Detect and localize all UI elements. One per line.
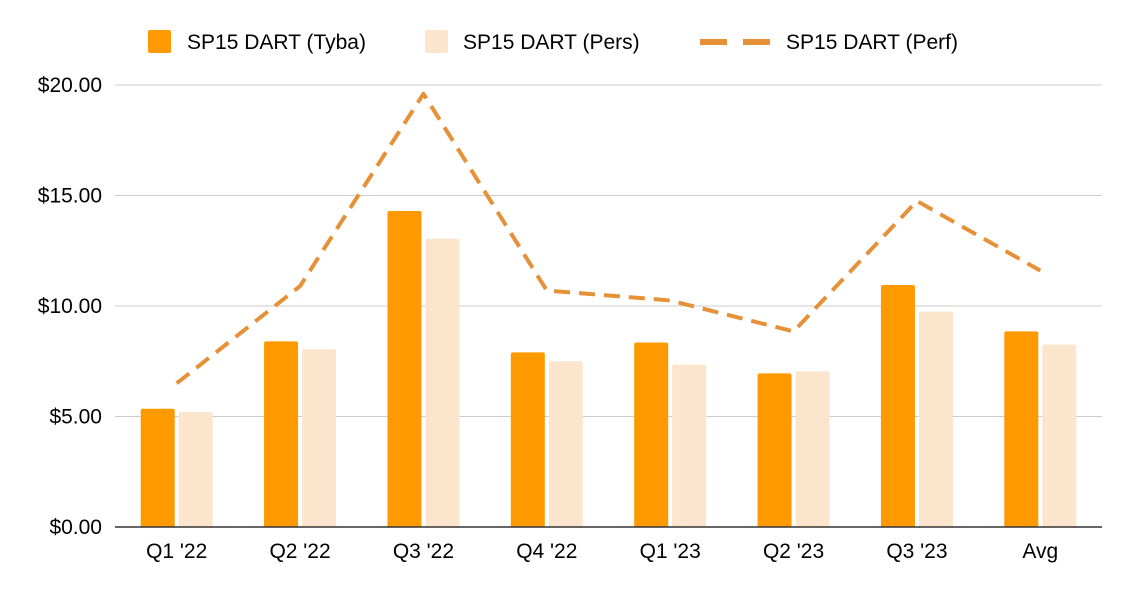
y-axis-ticks: $0.00 $5.00 $10.00 $15.00 $20.00 <box>38 74 102 539</box>
bar-series-0 <box>1004 331 1039 527</box>
bar-series-0 <box>264 341 299 527</box>
legend-label-2: SP15 DART (Perf) <box>786 31 958 54</box>
legend: SP15 DART (Tyba) SP15 DART (Pers) SP15 DAR… <box>148 30 958 54</box>
bar-series-0 <box>510 352 545 527</box>
y-tick-label: $0.00 <box>49 516 102 539</box>
legend-swatch-1 <box>425 30 448 53</box>
bar-series-1 <box>178 412 213 527</box>
legend-label-0: SP15 DART (Tyba) <box>187 31 366 54</box>
perf-line-series <box>175 91 1042 385</box>
x-tick-label: Q3 '22 <box>393 540 454 563</box>
x-tick-label: Q4 '22 <box>516 540 577 563</box>
x-tick-label: Q3 '23 <box>886 540 947 563</box>
x-tick-label: Q2 '23 <box>763 540 824 563</box>
bar-series-0 <box>880 285 915 527</box>
perf-line-layer <box>175 91 1042 385</box>
bar-series-1 <box>425 238 460 527</box>
y-tick-label: $10.00 <box>38 295 102 318</box>
y-tick-label: $20.00 <box>38 74 102 97</box>
bar-series-0 <box>757 373 792 527</box>
bar-series-0 <box>140 408 175 527</box>
x-axis-ticks: Q1 '22 Q2 '22 Q3 '22 Q4 '22 Q1 '23 Q2 '23 Q3 '… <box>146 540 1058 563</box>
x-tick-label: Q2 '22 <box>269 540 330 563</box>
bar-series-1 <box>548 361 583 527</box>
bar-series-0 <box>387 210 422 527</box>
bar-series-0 <box>634 342 669 527</box>
bar-series-1 <box>302 349 337 527</box>
gridlines <box>115 84 1102 417</box>
y-tick-label: $15.00 <box>38 185 102 208</box>
x-tick-label: Q1 '22 <box>146 540 207 563</box>
bar-series-1 <box>1042 344 1077 527</box>
x-tick-label: Avg <box>1022 540 1058 563</box>
bar-series-1 <box>672 364 707 527</box>
bars <box>140 210 1077 527</box>
legend-swatch-0 <box>148 30 171 53</box>
legend-label-1: SP15 DART (Pers) <box>463 31 640 54</box>
bar-series-1 <box>918 311 953 527</box>
y-tick-label: $5.00 <box>49 406 102 429</box>
x-tick-label: Q1 '23 <box>640 540 701 563</box>
bar-series-1 <box>795 371 830 527</box>
